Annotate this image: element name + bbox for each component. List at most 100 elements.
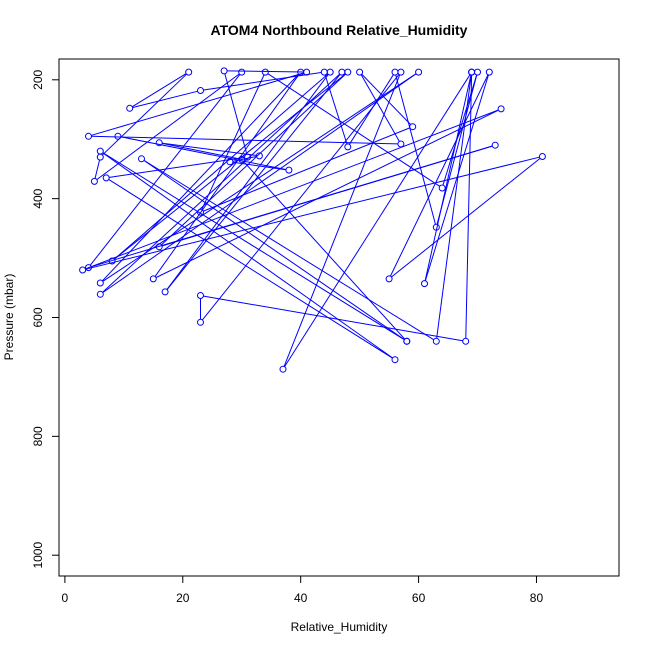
data-point (197, 318, 204, 326)
y-tick-label: 200 (31, 69, 45, 89)
data-point (108, 257, 116, 265)
data-point (303, 68, 311, 76)
series-segment (121, 136, 286, 170)
plot-frame (58, 58, 620, 577)
data-point (397, 68, 405, 76)
data-point (279, 365, 287, 373)
data-point (285, 166, 293, 174)
series-segment (109, 157, 245, 178)
data-point (320, 68, 328, 76)
series-segment (391, 158, 541, 278)
data-point (138, 155, 145, 163)
series-segment (349, 74, 394, 145)
series-segment (436, 75, 478, 225)
series-segment (91, 72, 304, 136)
series-segment (91, 135, 398, 145)
series-segment (390, 74, 489, 277)
series-segment (94, 160, 100, 179)
series-segment (442, 74, 478, 186)
x-tick-label: 80 (530, 591, 544, 605)
data-point (391, 68, 399, 76)
data-point (409, 123, 417, 131)
y-tick-label: 800 (31, 426, 45, 446)
data-point (385, 275, 393, 283)
data-point (432, 337, 440, 345)
data-point (155, 139, 163, 147)
data-point (161, 288, 169, 296)
data-point (474, 68, 481, 76)
series-segment (227, 70, 304, 73)
series-segment (102, 73, 417, 282)
data-point (391, 356, 399, 364)
series-segment (102, 152, 405, 341)
data-point (85, 264, 92, 272)
series-segment (201, 74, 265, 210)
data-point (344, 68, 352, 76)
data-point (79, 266, 87, 274)
series-segment (162, 142, 257, 156)
series-segment (203, 295, 463, 342)
series-segment (203, 127, 410, 212)
data-point (126, 104, 134, 112)
data-point (149, 275, 157, 283)
data-point (114, 132, 122, 140)
series-segment (132, 90, 198, 108)
data-point (96, 279, 104, 287)
chart-title: ATOM4 Northbound Relative_Humidity (211, 22, 468, 38)
series-segment (108, 179, 393, 359)
data-point (421, 280, 428, 288)
series-segment (96, 73, 240, 180)
series-segment (102, 73, 417, 293)
series-segment (360, 74, 400, 142)
series-segment (203, 72, 322, 91)
series-segment (102, 74, 299, 282)
series-segment (102, 152, 393, 359)
series-segment (224, 73, 248, 155)
data-point (226, 158, 234, 166)
x-tick-label: 20 (176, 591, 190, 605)
y-axis-label: Pressure (mbar) (2, 274, 16, 361)
data-point (261, 68, 269, 76)
data-point (185, 68, 193, 76)
data-point (397, 140, 405, 148)
series-segment (361, 74, 411, 125)
data-point (468, 68, 476, 76)
series-segment (91, 145, 493, 268)
data-point (356, 68, 364, 76)
data-point (438, 184, 446, 192)
data-point (338, 68, 346, 76)
series-segment (143, 160, 434, 341)
data-point (255, 152, 263, 160)
data-point (197, 292, 204, 299)
data-points (79, 67, 546, 373)
series-segment (114, 73, 346, 260)
x-tick-label: 60 (412, 591, 426, 605)
series-segment (102, 73, 187, 156)
x-tick-label: 0 (62, 591, 69, 605)
series-segment (283, 74, 401, 367)
series-segment (155, 109, 499, 278)
series-segment (166, 74, 341, 290)
series-segment (284, 74, 471, 367)
data-point (497, 105, 505, 113)
x-axis: 0 20 40 60 80 (62, 575, 544, 605)
data-point (96, 147, 104, 155)
data-point (155, 243, 163, 251)
data-point (415, 68, 423, 76)
data-point (485, 68, 493, 76)
series-segment (154, 74, 300, 277)
series-segment (162, 142, 239, 160)
y-tick-label: 1000 (31, 542, 45, 569)
y-tick-label: 600 (31, 307, 45, 327)
series-segment (267, 73, 440, 187)
data-point (197, 87, 204, 94)
data-point (90, 177, 98, 185)
data-point (403, 337, 411, 345)
y-tick-label: 400 (31, 188, 45, 208)
series-segment (85, 156, 540, 270)
data-point (432, 223, 440, 231)
data-point (102, 174, 110, 182)
series-segment (395, 75, 436, 225)
